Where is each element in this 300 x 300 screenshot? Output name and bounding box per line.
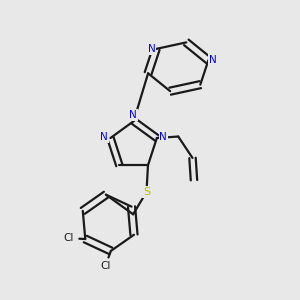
Text: N: N bbox=[160, 132, 167, 142]
Text: N: N bbox=[129, 110, 137, 120]
Text: N: N bbox=[209, 55, 217, 65]
Text: Cl: Cl bbox=[64, 233, 74, 243]
Text: N: N bbox=[100, 132, 108, 142]
Text: N: N bbox=[148, 44, 156, 54]
Text: Cl: Cl bbox=[100, 261, 111, 272]
Text: S: S bbox=[143, 187, 150, 197]
